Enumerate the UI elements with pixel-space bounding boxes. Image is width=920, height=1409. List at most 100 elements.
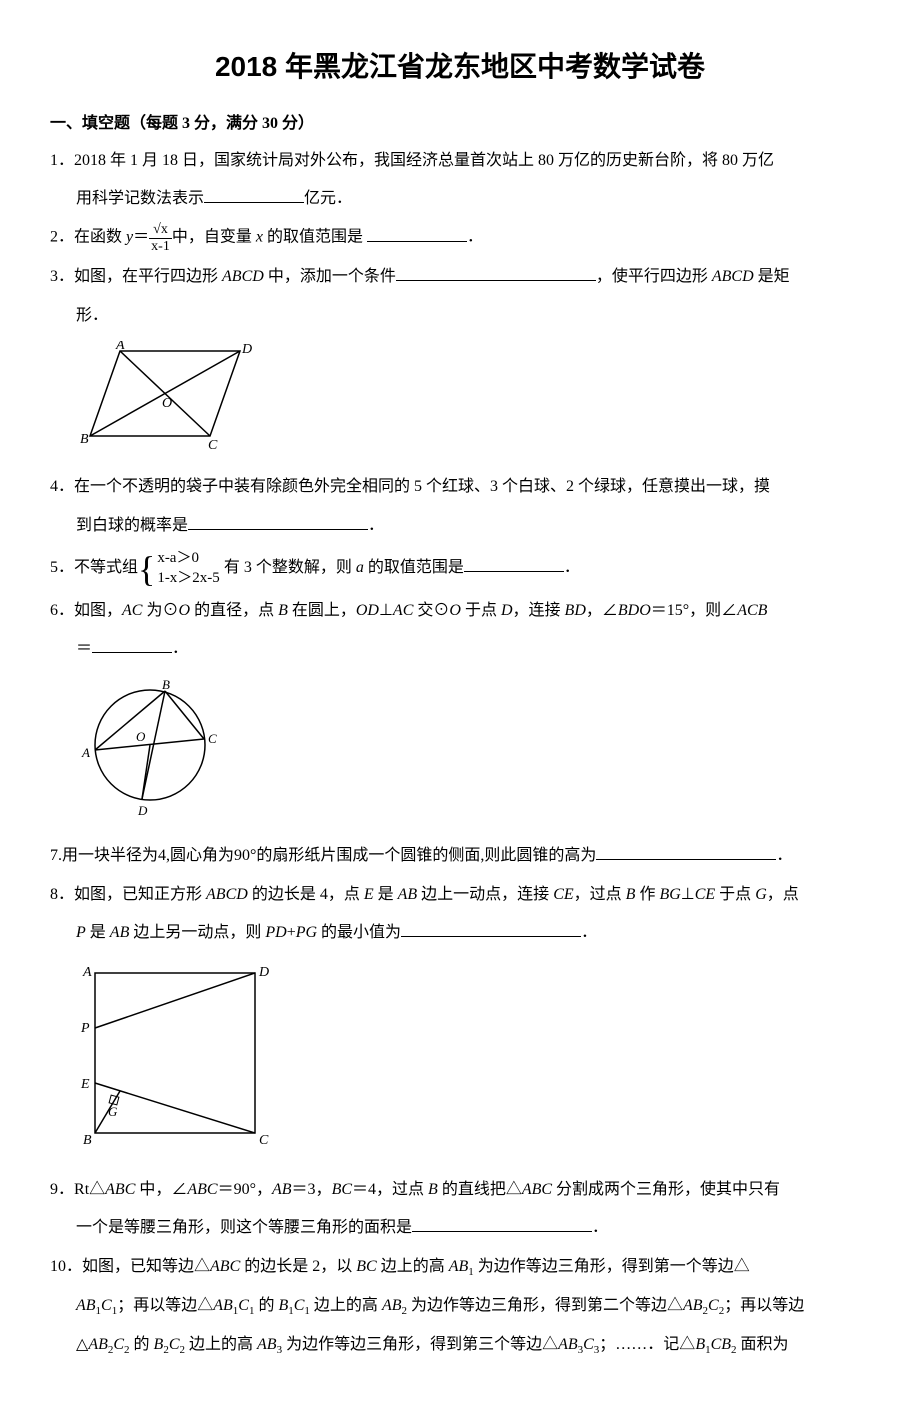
q6-o1: O (179, 602, 191, 619)
question-9-cont: 一个是等腰三角形，则这个等腰三角形的面积是． (50, 1213, 870, 1243)
q10-i3: AB (213, 1297, 233, 1314)
q8-j1: 是 (86, 924, 110, 941)
q6-bp: B (278, 602, 288, 619)
q9-b1: 中，∠ (135, 1181, 187, 1198)
q8-pd: PD (265, 924, 286, 941)
blank (188, 514, 368, 530)
q10-j4: B (154, 1336, 164, 1353)
q3-text-c: ，使平行四边形 (596, 268, 712, 285)
q9-abc2: ABC (187, 1181, 217, 1198)
q10-abc: ABC (210, 1258, 240, 1275)
q8-p: P (76, 924, 86, 941)
q6-f: 交⊙ (413, 602, 449, 619)
q10-j10: CB (711, 1336, 731, 1353)
q6-k: ＝ (76, 640, 92, 657)
q6-ac: AC (122, 602, 142, 619)
q8-b1: 的边长是 4，点 (248, 886, 364, 903)
q3-text-d: 是矩 (754, 268, 790, 285)
brace-group: {x-a＞01-x＞2x-5 (138, 549, 220, 588)
svg-text:D: D (258, 965, 269, 980)
q10-i7: AB (382, 1297, 402, 1314)
q1-text-a: 2018 年 1 月 18 日，国家统计局对外公布，我国经济总量首次站上 80 … (74, 152, 774, 169)
q10-l1: 边上的高 (185, 1336, 257, 1353)
q2-x: x (256, 229, 263, 246)
blank (412, 1216, 592, 1232)
q4-text-b: 到白球的概率是 (76, 517, 188, 534)
q2-text-a: 在函数 (74, 229, 126, 246)
q10-f1: 的 (254, 1297, 278, 1314)
svg-text:O: O (136, 729, 146, 744)
q8-c1: 是 (374, 886, 398, 903)
q8-f1: 作 (635, 886, 659, 903)
q3-text-a: 如图，在平行四边形 (74, 268, 222, 285)
q10-j7: AB (558, 1336, 578, 1353)
q9-e1: ＝4，过点 (352, 1181, 428, 1198)
q10-k1: 的 (130, 1336, 154, 1353)
question-6: 6．如图，AC 为⊙O 的直径，点 B 在圆上，OD⊥AC 交⊙O 于点 D，连… (50, 596, 870, 626)
page-title: 2018 年黑龙江省龙东地区中考数学试卷 (50, 40, 870, 93)
q10-num: 10． (50, 1258, 82, 1275)
blank (596, 844, 776, 860)
blank (367, 226, 467, 242)
q10-o1: 面积为 (737, 1336, 789, 1353)
question-8-cont: P 是 AB 边上另一动点，则 PD+PG 的最小值为． (50, 918, 870, 948)
svg-text:E: E (80, 1077, 90, 1092)
q6-b: 为⊙ (142, 602, 178, 619)
q10-i2: C (101, 1297, 112, 1314)
q1-text-c: 亿元． (304, 190, 352, 207)
q8-g1: ⊥ (681, 886, 695, 903)
brace-icon: { (138, 551, 155, 587)
q10-i5: B (278, 1297, 288, 1314)
q8-d1: 边上一动点，连接 (417, 886, 553, 903)
q10-e1: ；再以等边△ (117, 1297, 213, 1314)
q8-h1: 于点 (715, 886, 755, 903)
q10-j5: C (169, 1336, 180, 1353)
q9-ab: AB (272, 1181, 292, 1198)
svg-text:A: A (82, 965, 92, 980)
q10-d1: 为边作等边三角形，得到第一个等边△ (474, 1258, 750, 1275)
q6-acb: ACB (737, 602, 767, 619)
svg-text:B: B (162, 677, 170, 692)
brace-content: x-a＞01-x＞2x-5 (157, 549, 220, 588)
q4-num: 4． (50, 478, 74, 495)
q10-i1t: ；再以等边 (724, 1297, 804, 1314)
q2-eq: ＝ (133, 229, 149, 246)
question-7: 7.用一块半径为4,圆心角为90°的扇形纸片围成一个圆锥的侧面,则此圆锥的高为． (50, 841, 870, 871)
q9-d1: ＝3， (292, 1181, 332, 1198)
q5-num: 5． (50, 559, 74, 576)
q6-num: 6． (50, 602, 74, 619)
q10-j2: AB (88, 1336, 108, 1353)
q9-f1: 的直线把△ (438, 1181, 522, 1198)
q10-i4: C (238, 1297, 249, 1314)
figure-parallelogram: A D B C O (80, 341, 870, 462)
q9-abc3: ABC (522, 1181, 552, 1198)
q10-i9: C (708, 1297, 719, 1314)
q10-h1: 为边作等边三角形，得到第二个等边△ (407, 1297, 683, 1314)
q2-text-b: 中，自变量 (172, 229, 256, 246)
q5-a: a (356, 559, 364, 576)
q10-c1: 边上的高 (377, 1258, 449, 1275)
q10-j3: C (113, 1336, 124, 1353)
q10-ab1: AB (449, 1258, 469, 1275)
q9-c1: ＝90°， (218, 1181, 272, 1198)
q10-a1: 如图，已知等边△ (82, 1258, 210, 1275)
question-3: 3．如图，在平行四边形 ABCD 中，添加一个条件，使平行四边形 ABCD 是矩 (50, 262, 870, 292)
question-8: 8．如图，已知正方形 ABCD 的边长是 4，点 E 是 AB 边上一动点，连接… (50, 880, 870, 910)
ineq1: x-a＞0 (157, 550, 199, 566)
q10-i6: C (294, 1297, 305, 1314)
q9-g1: 分割成两个三角形，使其中只有 (552, 1181, 780, 1198)
section-header: 一、填空题（每题 3 分，满分 30 分） (50, 109, 870, 139)
fraction: √xx-1 (149, 222, 172, 254)
q8-num: 8． (50, 886, 74, 903)
q10-b1: 的边长是 2，以 (240, 1258, 356, 1275)
q6-c: 的直径，点 (190, 602, 278, 619)
q10-n1: ；……．记△ (599, 1336, 695, 1353)
svg-text:C: C (259, 1133, 269, 1148)
q8-abcd: ABCD (206, 886, 248, 903)
q10-i8: AB (683, 1297, 703, 1314)
q2-num: 2． (50, 229, 74, 246)
blank (401, 921, 581, 937)
q8-ce2: CE (695, 886, 715, 903)
svg-text:C: C (208, 438, 218, 451)
q5-text-c: 的取值范围是 (364, 559, 464, 576)
